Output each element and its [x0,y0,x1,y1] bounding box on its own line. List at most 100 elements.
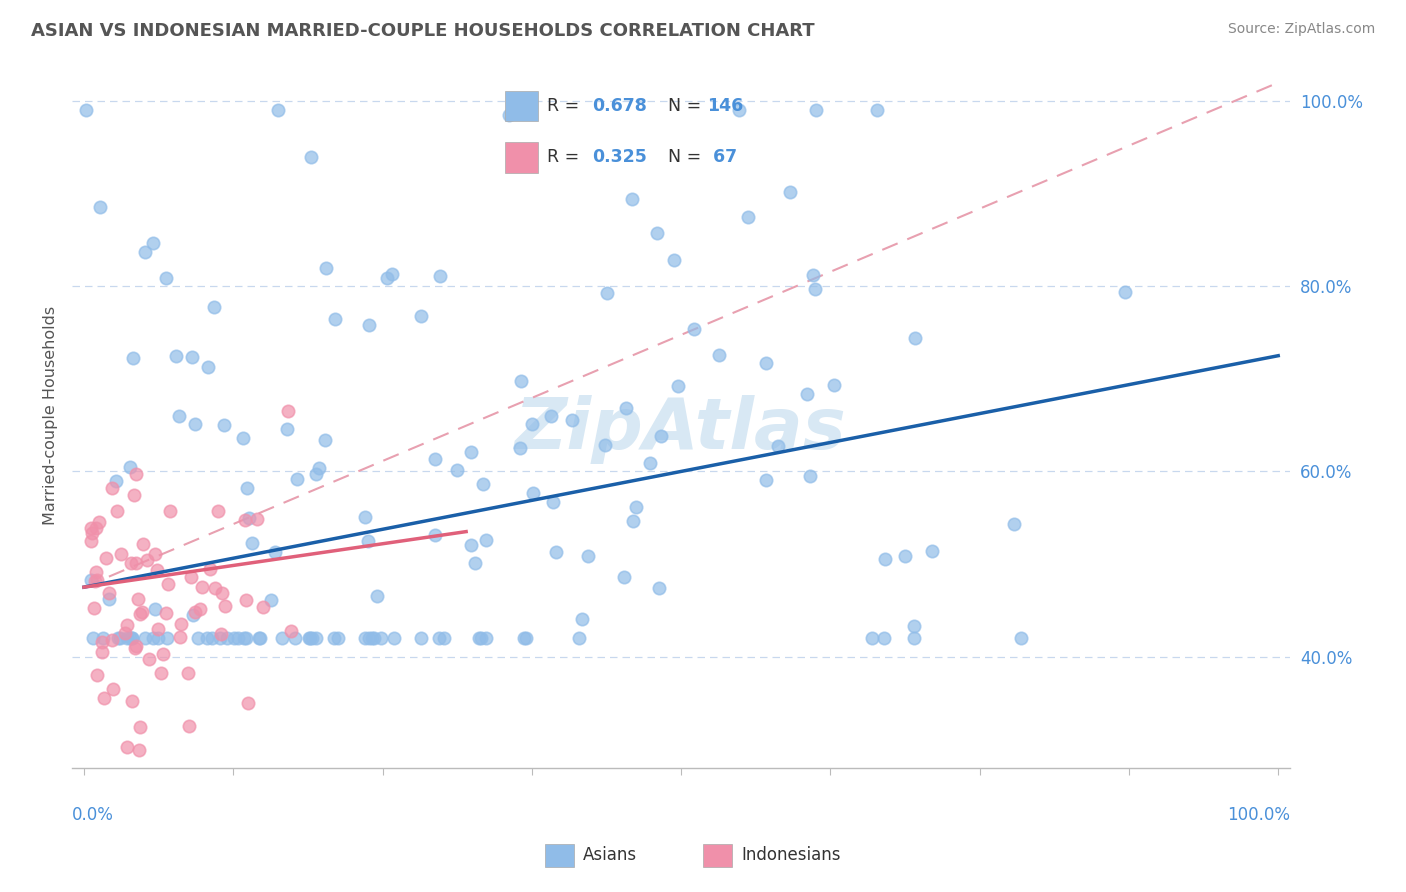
Point [128,607,150,621]
Text: 100.0%: 100.0% [1227,806,1291,824]
Point [80,533,103,548]
Text: Asians: Asians [583,847,637,864]
Point [128,720,150,734]
Point [510,374,533,388]
Point [108,631,131,645]
Point [122,487,145,501]
Point [515,631,537,645]
Point [621,192,644,206]
Point [1010,631,1032,645]
Point [134,245,156,260]
Point [80,525,103,540]
Point [470,631,492,645]
Point [80,521,103,535]
Point [84,565,107,579]
Point [82,631,104,645]
Point [921,544,943,558]
Point [201,631,224,645]
Point [155,271,177,285]
Point [146,564,169,578]
Point [409,631,432,645]
Point [187,631,209,645]
Point [197,359,219,374]
Point [280,624,302,639]
Point [121,694,143,708]
Point [804,282,827,296]
Point [433,631,456,645]
Point [91,631,114,645]
Point [873,552,896,566]
Point [801,268,824,282]
Point [568,631,591,645]
Point [101,682,124,697]
Point [260,593,283,607]
Text: 67: 67 [707,148,737,166]
Point [276,422,298,436]
Point [305,631,328,645]
Point [866,103,889,118]
Point [236,696,259,710]
Point [101,481,124,495]
Point [264,545,287,559]
Point [475,533,498,547]
Text: N =: N = [668,148,707,166]
Point [382,631,405,645]
Point [666,379,689,393]
Point [142,235,165,250]
Point [143,602,166,616]
Point [86,668,108,682]
Point [84,521,107,535]
Point [207,504,229,518]
Point [118,631,141,645]
Point [299,150,322,164]
Point [271,631,294,645]
Point [650,429,672,443]
Point [366,590,388,604]
Point [249,631,271,645]
Point [80,574,103,588]
Point [509,441,531,455]
Point [297,631,319,645]
Bar [505,142,538,173]
Point [105,504,128,518]
Point [125,640,148,654]
Point [121,631,143,645]
Point [236,482,259,496]
Point [122,351,145,365]
Point [240,535,263,549]
Point [353,631,375,645]
Point [215,631,238,645]
Point [322,631,344,645]
Point [157,576,180,591]
Point [612,570,634,584]
Point [238,511,260,525]
Point [595,438,617,452]
Point [755,356,778,370]
Point [184,605,207,619]
Bar [544,844,574,867]
Point [93,690,115,705]
Point [381,268,404,282]
Point [245,512,267,526]
Point [142,631,165,645]
Point [315,260,337,275]
Point [648,581,671,595]
Point [903,631,925,645]
Point [472,477,495,491]
Point [540,409,562,424]
Point [101,632,124,647]
Point [159,504,181,518]
Text: R =: R = [547,97,585,115]
Point [177,665,200,680]
Text: ZipAtlas: ZipAtlas [515,395,846,465]
Point [768,439,790,453]
Point [284,631,307,645]
Point [235,631,257,645]
Point [177,719,200,733]
Point [464,556,486,570]
Point [247,631,270,645]
Point [190,602,212,616]
Point [737,211,759,225]
Point [446,463,468,477]
Text: 146: 146 [707,97,744,115]
